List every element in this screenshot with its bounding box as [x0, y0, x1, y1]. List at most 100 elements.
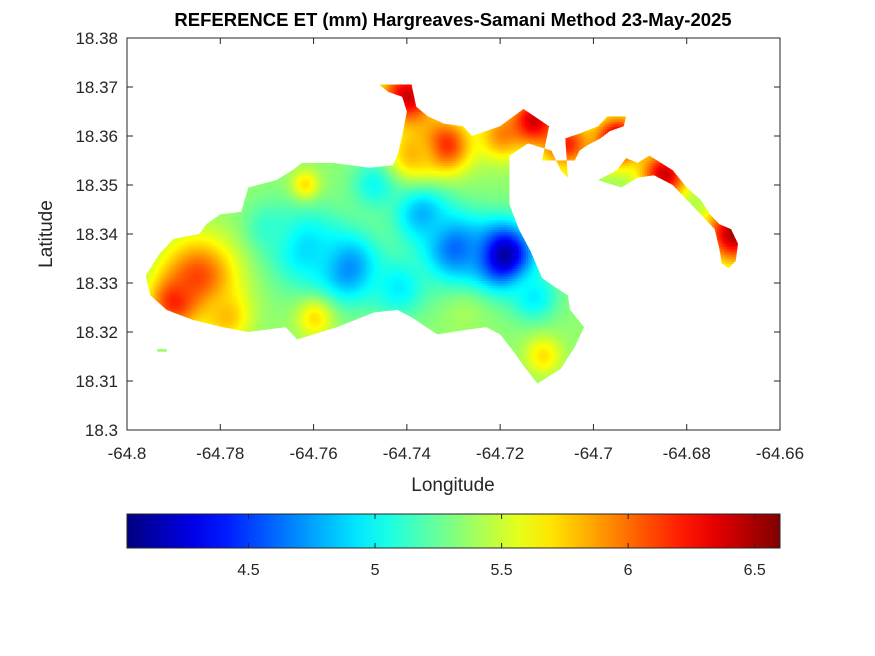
- heatmap-cell: [549, 344, 552, 348]
- heatmap-cell: [523, 339, 527, 343]
- heatmap-cell: [532, 373, 536, 377]
- heatmap-cell: [535, 361, 538, 365]
- heatmap-cell: [530, 359, 534, 362]
- heatmap-cell: [518, 339, 522, 343]
- heatmap-cell: [549, 356, 552, 360]
- heatmap-cell: [546, 346, 550, 350]
- heatmap-cell: [523, 351, 527, 355]
- heatmap-cell: [563, 356, 566, 360]
- heatmap-cell: [558, 363, 562, 367]
- heatmap-cell: [537, 341, 541, 345]
- heatmap-cell: [528, 368, 531, 372]
- heatmap-cell: [546, 349, 550, 353]
- heatmap-cell: [553, 363, 557, 367]
- heatmap-cell: [521, 339, 524, 343]
- heatmap-cell: [539, 336, 543, 340]
- heatmap-cell: [572, 344, 576, 348]
- heatmap-cell: [558, 346, 562, 350]
- heatmap-cell: [563, 344, 566, 348]
- heatmap-cell: [532, 361, 536, 365]
- heatmap-cell: [567, 344, 571, 348]
- heatmap-cell: [558, 366, 562, 370]
- heatmap-cell: [565, 339, 569, 343]
- heatmap-cell: [544, 371, 548, 375]
- heatmap-cell: [523, 354, 527, 358]
- heatmap-cell: [292, 334, 296, 338]
- heatmap-cell: [544, 368, 548, 372]
- heatmap-cell: [297, 336, 301, 340]
- heatmap-cell: [525, 339, 529, 343]
- heatmap-cell: [556, 356, 559, 360]
- heatmap-cell: [511, 341, 515, 345]
- heatmap-cell: [535, 359, 538, 362]
- heatmap-cell: [560, 363, 564, 367]
- heatmap-cell: [528, 351, 531, 355]
- heatmap-cell: [537, 336, 541, 340]
- heatmap-cell: [528, 344, 531, 348]
- heatmap-cell: [567, 346, 571, 350]
- heatmap-cell: [563, 339, 566, 343]
- heatmap-cell: [558, 351, 562, 355]
- heatmap-cell: [551, 363, 555, 367]
- heatmap-cell: [521, 356, 524, 360]
- heatmap-cell: [532, 363, 536, 367]
- heatmap-cell: [511, 349, 515, 353]
- heatmap-cell: [537, 356, 541, 360]
- heatmap-cell: [560, 344, 564, 348]
- heatmap-cell: [539, 363, 543, 367]
- heatmap-cell: [530, 363, 534, 367]
- heatmap-cell: [535, 346, 538, 350]
- heatmap-cell: [558, 336, 562, 340]
- heatmap-cell: [544, 351, 548, 355]
- heatmap-cell: [572, 341, 576, 345]
- heatmap-cell: [553, 354, 557, 358]
- heatmap-cell: [560, 349, 564, 353]
- heatmap-cell: [525, 361, 529, 365]
- heatmap-cell: [553, 346, 557, 350]
- heatmap-cell: [525, 368, 529, 372]
- heatmap-cell: [563, 351, 566, 355]
- heatmap-cell: [570, 339, 573, 343]
- heatmap-cell: [518, 359, 522, 362]
- heatmap-cell: [549, 336, 552, 340]
- heatmap-cell: [551, 346, 555, 350]
- heatmap-cell: [528, 359, 531, 362]
- heatmap-cell: [537, 373, 541, 377]
- heatmap-cell: [558, 361, 562, 365]
- heatmap-cell: [535, 371, 538, 375]
- heatmap-cell: [549, 359, 552, 362]
- heatmap-cell: [544, 344, 548, 348]
- heatmap-cell: [304, 334, 308, 338]
- heatmap-cell: [558, 341, 562, 345]
- heatmap-cell: [532, 359, 536, 362]
- heatmap-cell: [553, 339, 557, 343]
- heatmap-cell: [532, 366, 536, 370]
- heatmap-cell: [297, 334, 301, 338]
- heatmap-cell: [570, 346, 573, 350]
- heatmap-cell: [516, 354, 520, 358]
- heatmap-cell: [535, 366, 538, 370]
- heatmap-cell: [511, 339, 515, 343]
- heatmap-cell: [551, 359, 555, 362]
- heatmap-cell: [546, 361, 550, 365]
- heatmap-cell: [162, 349, 165, 353]
- heatmap-cell: [563, 359, 566, 362]
- heatmap-cell: [549, 349, 552, 353]
- heatmap-cell: [551, 361, 555, 365]
- heatmap-cell: [544, 373, 548, 377]
- heatmap-cell: [523, 341, 527, 345]
- heatmap-cell: [546, 363, 550, 367]
- heatmap-cell: [556, 341, 559, 345]
- heatmap-cell: [537, 381, 541, 384]
- heatmap-cell: [539, 368, 543, 372]
- heatmap-cell: [567, 341, 571, 345]
- heatmap-cell: [535, 356, 538, 360]
- heatmap-cell: [549, 366, 552, 370]
- heatmap-cell: [157, 349, 161, 353]
- heatmap-cell: [539, 373, 543, 377]
- heatmap-cell: [563, 354, 566, 358]
- heatmap-cell: [574, 341, 578, 345]
- heatmap-cell: [294, 336, 298, 340]
- heatmap-cell: [532, 371, 536, 375]
- heatmap-cell: [570, 336, 573, 340]
